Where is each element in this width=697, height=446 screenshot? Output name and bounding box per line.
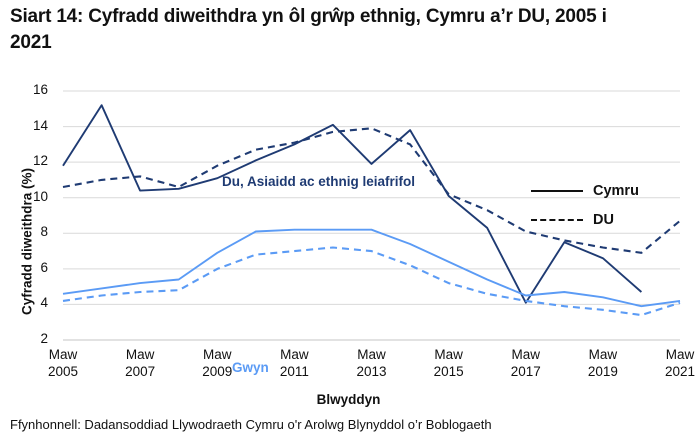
y-tick-label-2: 2: [40, 331, 48, 346]
x-tick-label-2019: Maw 2019: [587, 347, 618, 379]
x-tick-label-2013: Maw 2013: [356, 347, 387, 379]
legend-item-cymru[interactable]: Cymru: [531, 176, 681, 205]
legend-key-solid-icon: [531, 189, 583, 192]
series-line-0: [62, 104, 643, 304]
y-tick-label-12: 12: [32, 153, 48, 169]
x-tick-label-2021: Maw 2021: [664, 347, 696, 379]
series-line-2: [62, 228, 681, 308]
white-group-label: Gwyn: [232, 360, 269, 375]
y-tick-label-8: 8: [40, 224, 48, 240]
y-axis-title: Cyfradd diweithdra (%): [19, 168, 35, 316]
x-tick-label-2015: Maw 2015: [433, 347, 464, 379]
series-line-1: [62, 127, 681, 254]
x-tick-label-2011: Maw 2011: [279, 347, 309, 379]
gridlines: [63, 90, 680, 341]
x-tick-label-2017: Maw 2017: [510, 347, 541, 379]
series-lines: [62, 104, 681, 317]
chart-canvas: [62, 90, 681, 341]
legend: Cymru DU: [531, 176, 681, 234]
legend-label-du: DU: [593, 211, 614, 228]
y-tick-label-10: 10: [32, 188, 48, 204]
x-tick-label-2005: Maw 2005: [47, 347, 79, 379]
y-tick-label-14: 14: [32, 117, 48, 133]
x-tick-label-2009: Maw 2009: [202, 347, 233, 379]
x-tick-label-2007: Maw 2007: [125, 347, 156, 379]
legend-label-cymru: Cymru: [593, 182, 639, 199]
page-title: Siart 14: Cyfradd diweithdra yn ôl grŵp …: [10, 6, 607, 53]
y-tick-label-6: 6: [40, 259, 48, 275]
series-line-3: [62, 246, 681, 317]
y-tick-label-16: 16: [32, 82, 48, 97]
y-tick-label-4: 4: [40, 295, 48, 311]
legend-key-dashed-icon: [531, 218, 583, 221]
legend-item-du[interactable]: DU: [531, 205, 681, 234]
bame-group-label: Du, Asiaidd ac ethnig leiafrifol: [222, 174, 416, 189]
source-note: Ffynhonnell: Dadansoddiad Llywodraeth Cy…: [10, 417, 492, 432]
x-axis-title: Blwyddyn: [316, 392, 381, 407]
plot-area: 2 4 6 8 10 12 14 16 Cyfradd diweithdra (%) Du, …: [0, 82, 697, 375]
